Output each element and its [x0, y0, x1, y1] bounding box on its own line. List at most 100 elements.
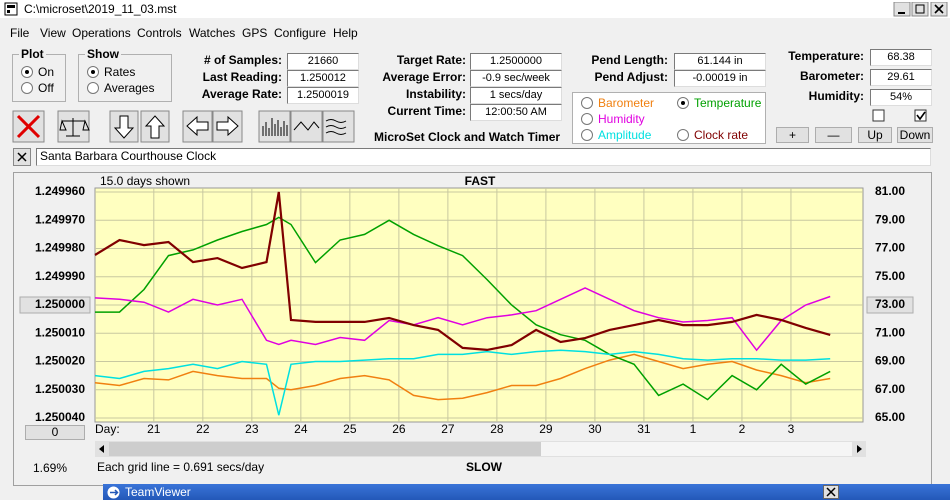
up-button[interactable]: [140, 110, 170, 143]
field-value: 1.2500019: [287, 87, 359, 104]
legend-option[interactable]: Clock rate: [677, 128, 748, 142]
balance-button[interactable]: [57, 110, 90, 143]
right-button[interactable]: [212, 110, 243, 143]
field-label: Temperature:: [788, 49, 864, 63]
x-tick-label: 23: [245, 422, 259, 436]
tick-button: [19, 296, 91, 314]
legend-option[interactable]: Humidity: [581, 112, 645, 126]
series-line: [94, 353, 831, 401]
radio-option[interactable]: Averages: [87, 81, 154, 95]
y2-tick-label: 77.00: [875, 241, 905, 255]
y-tick-label: 1.249980: [35, 241, 85, 255]
y-tick-label: 1.249990: [35, 269, 85, 283]
series-line: [94, 191, 831, 352]
app-title: MicroSet Clock and Watch Timer: [374, 130, 561, 144]
plus-button[interactable]: +: [776, 127, 809, 143]
field-label: Pend Length:: [591, 53, 668, 67]
waves-button[interactable]: [322, 110, 355, 143]
menu-item[interactable]: View: [40, 26, 66, 40]
checkbox[interactable]: [872, 109, 885, 122]
menu-item[interactable]: Watches: [189, 26, 236, 40]
x-tick-label: 3: [788, 422, 795, 436]
field-label: Average Error:: [382, 70, 466, 84]
chart-note: Each grid line = 0.691 secs/day: [97, 460, 264, 474]
x-tick-label: 28: [490, 422, 504, 436]
series-line: [94, 349, 831, 416]
legend-option[interactable]: Temperature: [677, 96, 761, 110]
scrollbar[interactable]: [95, 441, 866, 457]
y2-tick-label: 71.00: [875, 325, 905, 339]
radio-option[interactable]: On: [21, 65, 54, 79]
plot-group: Plot On Off: [12, 47, 66, 102]
field-value: 29.61: [870, 69, 932, 86]
menu-item[interactable]: Configure: [274, 26, 327, 40]
x-tick-label: 29: [539, 422, 553, 436]
x-axis-label: Day:: [95, 422, 120, 436]
y2-tick-label: 67.00: [875, 382, 905, 396]
app-icon: [4, 2, 18, 16]
y-tick-label: 1.250040: [35, 410, 85, 424]
x-tick-label: 1: [690, 422, 697, 436]
checkbox[interactable]: [914, 109, 927, 122]
field-label: Target Rate:: [396, 53, 466, 67]
minus-button[interactable]: —: [815, 127, 852, 143]
menu-item[interactable]: Controls: [137, 26, 182, 40]
menu-item[interactable]: File: [10, 26, 30, 40]
left-button[interactable]: [182, 110, 213, 143]
y-tick-label: 1.250000: [35, 297, 85, 311]
radio-option[interactable]: Rates: [87, 65, 135, 79]
x-tick-label: 24: [294, 422, 308, 436]
group-title: Show: [85, 47, 121, 61]
chart-bottom-title: SLOW: [466, 460, 503, 474]
field-value: 1 secs/day: [470, 87, 562, 104]
field-value: 1.2500000: [470, 53, 562, 70]
x-tick-label: 26: [392, 422, 406, 436]
down-button[interactable]: [109, 110, 139, 143]
window-title: C:\microset\2019_11_03.mst: [24, 2, 177, 16]
wave-button[interactable]: [290, 110, 323, 143]
field-label: Instability:: [405, 87, 466, 101]
y2-tick-label: 75.00: [875, 269, 905, 283]
field-value: 54%: [870, 89, 932, 106]
up-text-button[interactable]: Up: [858, 127, 892, 143]
field-label: Barometer:: [799, 69, 864, 83]
chart-subtitle: 15.0 days shown: [100, 174, 190, 188]
x-tick-label: 25: [343, 422, 357, 436]
menu-item[interactable]: GPS: [242, 26, 268, 40]
menu-bar: File View Operations Controls Watches GP…: [0, 18, 950, 40]
menu-item[interactable]: Operations: [72, 26, 131, 40]
y-tick-label: 1.250020: [35, 354, 85, 368]
field-value: 68.38: [870, 49, 932, 66]
y2-tick-label: 79.00: [875, 212, 905, 226]
field-value: -0.00019 in: [674, 70, 766, 87]
legend-option[interactable]: Amplitude: [581, 128, 651, 142]
offset-button[interactable]: 0: [25, 425, 85, 440]
y2-tick-label: 73.00: [875, 297, 905, 311]
field-value: 61.144 in: [674, 53, 766, 70]
title-bar: C:\microset\2019_11_03.mst: [0, 0, 950, 18]
teamviewer-window: TeamViewer: [103, 484, 950, 500]
menu-item[interactable]: Help: [333, 26, 358, 40]
window-controls[interactable]: [893, 2, 949, 17]
x-tick-label: 31: [637, 422, 651, 436]
series-line: [94, 287, 831, 352]
series-line: [95, 216, 831, 401]
y2-tick-label: 65.00: [875, 410, 905, 424]
stop-button[interactable]: [12, 110, 45, 143]
field-value: 1.250012: [287, 70, 359, 87]
y-tick-label: 1.249970: [35, 212, 85, 226]
histogram-button[interactable]: [258, 110, 291, 143]
checkboxes: [872, 109, 927, 122]
percent-label: 1.69%: [33, 461, 68, 475]
down-text-button[interactable]: Down: [897, 127, 933, 143]
field-value: -0.9 sec/week: [470, 70, 562, 87]
radio-option[interactable]: Off: [21, 81, 54, 95]
legend-option[interactable]: Barometer: [581, 96, 654, 110]
teamviewer-close[interactable]: [823, 485, 839, 499]
field-label: # of Samples:: [203, 53, 282, 67]
clock-name[interactable]: Santa Barbara Courthouse Clock: [36, 148, 931, 166]
display-options: Barometer Temperature Humidity Amplitude…: [572, 92, 766, 144]
clear-button[interactable]: [13, 148, 31, 166]
chart: 1.249960 1.249970 1.249980 1.249990 1.250000…: [19, 174, 914, 474]
field-label: Current Time:: [387, 104, 466, 118]
